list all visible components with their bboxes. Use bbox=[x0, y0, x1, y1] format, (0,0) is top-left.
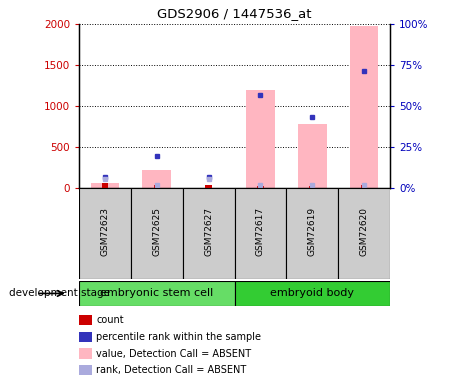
Bar bbox=[309, 186, 315, 188]
Bar bbox=[361, 185, 367, 188]
Bar bbox=[79, 281, 235, 306]
Bar bbox=[91, 183, 119, 188]
Bar bbox=[79, 188, 131, 279]
Bar bbox=[246, 90, 275, 188]
Bar bbox=[350, 26, 378, 188]
Title: GDS2906 / 1447536_at: GDS2906 / 1447536_at bbox=[157, 8, 312, 20]
Bar bbox=[235, 281, 390, 306]
Text: percentile rank within the sample: percentile rank within the sample bbox=[96, 332, 261, 342]
Text: GSM72625: GSM72625 bbox=[152, 207, 161, 256]
Text: GSM72623: GSM72623 bbox=[101, 207, 109, 256]
Bar bbox=[154, 185, 160, 188]
Text: rank, Detection Call = ABSENT: rank, Detection Call = ABSENT bbox=[96, 366, 246, 375]
Text: embryonic stem cell: embryonic stem cell bbox=[100, 288, 213, 298]
Bar bbox=[206, 185, 212, 188]
Bar bbox=[286, 188, 338, 279]
Text: GSM72617: GSM72617 bbox=[256, 207, 265, 256]
Text: GSM72620: GSM72620 bbox=[360, 207, 368, 256]
Text: GSM72619: GSM72619 bbox=[308, 207, 317, 256]
Text: GSM72627: GSM72627 bbox=[204, 207, 213, 256]
Bar bbox=[338, 188, 390, 279]
Bar bbox=[183, 188, 235, 279]
Bar bbox=[298, 124, 327, 188]
Text: development stage: development stage bbox=[9, 288, 110, 298]
Bar bbox=[258, 186, 263, 188]
Text: value, Detection Call = ABSENT: value, Detection Call = ABSENT bbox=[96, 349, 251, 358]
Text: embryoid body: embryoid body bbox=[270, 288, 354, 298]
Bar bbox=[235, 188, 286, 279]
Bar bbox=[131, 188, 183, 279]
Bar bbox=[143, 170, 171, 188]
Bar bbox=[102, 183, 108, 188]
Text: count: count bbox=[96, 315, 124, 325]
